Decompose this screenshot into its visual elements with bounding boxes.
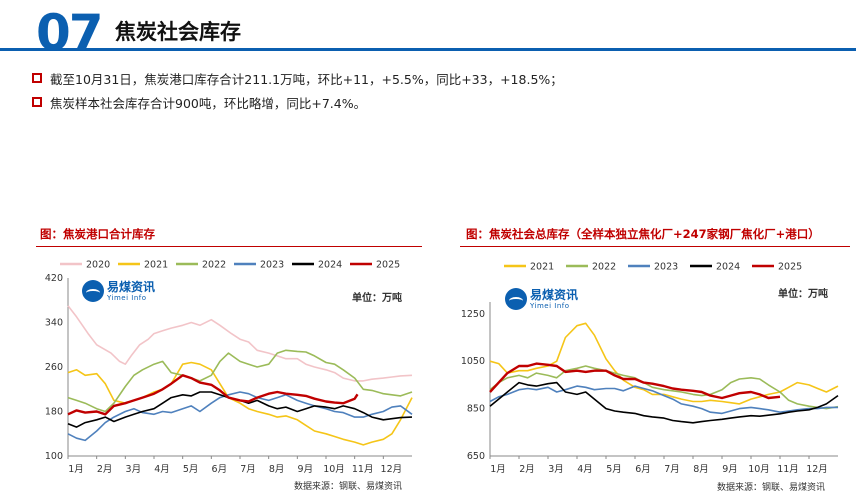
logo-icon [82, 280, 104, 302]
left-logo: 易煤资讯 Yimei Info [82, 280, 155, 302]
logo-icon [505, 288, 527, 310]
x-tick-label: 12月 [806, 464, 828, 475]
left-chart-title: 图：焦炭港口合计库存 [40, 227, 155, 241]
x-tick-label: 9月 [298, 464, 314, 475]
legend-label-2025: 2025 [376, 260, 400, 271]
x-tick-label: 6月 [212, 464, 228, 475]
right-title-rule [460, 246, 850, 247]
x-tick-label: 4月 [154, 464, 170, 475]
right-chart: 650 850 1050 1250 1月 2月 3月 4月 5月 6月 7月 8月 9月 10月 11月 12… [461, 262, 839, 475]
logo-name: 易煤资讯 [530, 287, 579, 302]
x-tick-label: 8月 [693, 464, 709, 475]
legend-label-2025: 2025 [778, 262, 802, 273]
x-tick-label: 6月 [635, 464, 651, 475]
logo-english: Yimei Info [530, 301, 570, 310]
x-tick-label: 10月 [748, 464, 770, 475]
summary-bullets: 截至10月31日，焦炭港口库存合计211.1万吨，环比+11，+5.5%，同比+… [32, 66, 563, 114]
logo-name: 易煤资讯 [107, 279, 156, 294]
legend-label-2023: 2023 [260, 260, 284, 271]
y-tick-label: 850 [467, 404, 485, 415]
right-chart-title: 图：焦炭社会总库存（全样本独立焦化厂+247家钢厂焦化厂+港口） [466, 227, 820, 241]
x-tick-label: 8月 [269, 464, 285, 475]
x-tick-label: 1月 [490, 464, 506, 475]
bullet-text: 截至10月31日，焦炭港口库存合计211.1万吨，环比+11，+5.5%，同比+… [50, 71, 563, 87]
bullet-item: 焦炭样本社会库存合计900吨，环比略增，同比+7.4%。 [32, 90, 563, 114]
y-tick-label: 420 [45, 273, 63, 284]
bullet-text: 焦炭样本社会库存合计900吨，环比略增，同比+7.4%。 [50, 95, 367, 111]
legend-label-2022: 2022 [202, 260, 226, 271]
series-line-2022 [67, 349, 413, 413]
x-tick-label: 10月 [323, 464, 345, 475]
x-tick-label: 11月 [352, 464, 374, 475]
right-logo: 易煤资讯 Yimei Info [505, 288, 578, 310]
legend-label-2020: 2020 [86, 260, 110, 271]
bullet-square-icon [32, 97, 42, 107]
left-title-rule [36, 246, 422, 247]
series-line-2022 [489, 365, 839, 410]
series-line-2025 [67, 374, 359, 416]
left-unit-label: 单位：万吨 [352, 293, 402, 304]
series-line-2023 [67, 391, 413, 442]
series-line-2024 [489, 381, 839, 424]
bullet-square-icon [32, 73, 42, 83]
y-tick-label: 100 [45, 451, 63, 462]
y-tick-label: 1250 [461, 309, 485, 320]
x-tick-label: 3月 [126, 464, 142, 475]
legend-label-2023: 2023 [654, 262, 678, 273]
x-tick-label: 5月 [606, 464, 622, 475]
right-unit-label: 单位：万吨 [778, 289, 828, 300]
x-tick-label: 5月 [183, 464, 199, 475]
logo-english: Yimei Info [107, 293, 147, 302]
x-tick-label: 12月 [381, 464, 403, 475]
x-tick-label: 2月 [97, 464, 113, 475]
left-source: 数据来源：钢联、易煤资讯 [294, 482, 403, 492]
x-tick-label: 1月 [68, 464, 84, 475]
x-tick-label: 4月 [577, 464, 593, 475]
legend-label-2021: 2021 [530, 262, 554, 273]
right-source: 数据来源：钢联、易煤资讯 [717, 483, 826, 493]
legend-label-2021: 2021 [144, 260, 168, 271]
section-number: 07 [36, 4, 104, 62]
x-tick-label: 11月 [777, 464, 799, 475]
header-divider [0, 48, 856, 51]
left-chart: 100 180 260 340 420 1月 2月 3月 4月 5月 6月 7月 8月 9月 10月 11月 1… [45, 260, 413, 475]
legend-label-2022: 2022 [592, 262, 616, 273]
x-tick-label: 7月 [240, 464, 256, 475]
series-line-2023 [489, 385, 838, 415]
y-tick-label: 260 [45, 362, 63, 373]
page-header: 07 焦炭社会库存 [0, 0, 856, 62]
x-tick-label: 9月 [722, 464, 738, 475]
legend-label-2024: 2024 [716, 262, 740, 273]
bullet-item: 截至10月31日，焦炭港口库存合计211.1万吨，环比+11，+5.5%，同比+… [32, 66, 563, 90]
x-tick-label: 2月 [519, 464, 535, 475]
legend-label-2024: 2024 [318, 260, 342, 271]
series-line-2020 [67, 305, 413, 382]
page-title: 焦炭社会库存 [115, 20, 241, 44]
x-tick-label: 3月 [548, 464, 564, 475]
x-tick-label: 7月 [664, 464, 680, 475]
series-line-2025 [489, 362, 781, 400]
y-tick-label: 180 [45, 407, 63, 418]
y-tick-label: 1050 [461, 356, 485, 367]
y-tick-label: 340 [45, 318, 63, 329]
y-tick-label: 650 [467, 451, 485, 462]
series-line-2024 [67, 391, 413, 428]
